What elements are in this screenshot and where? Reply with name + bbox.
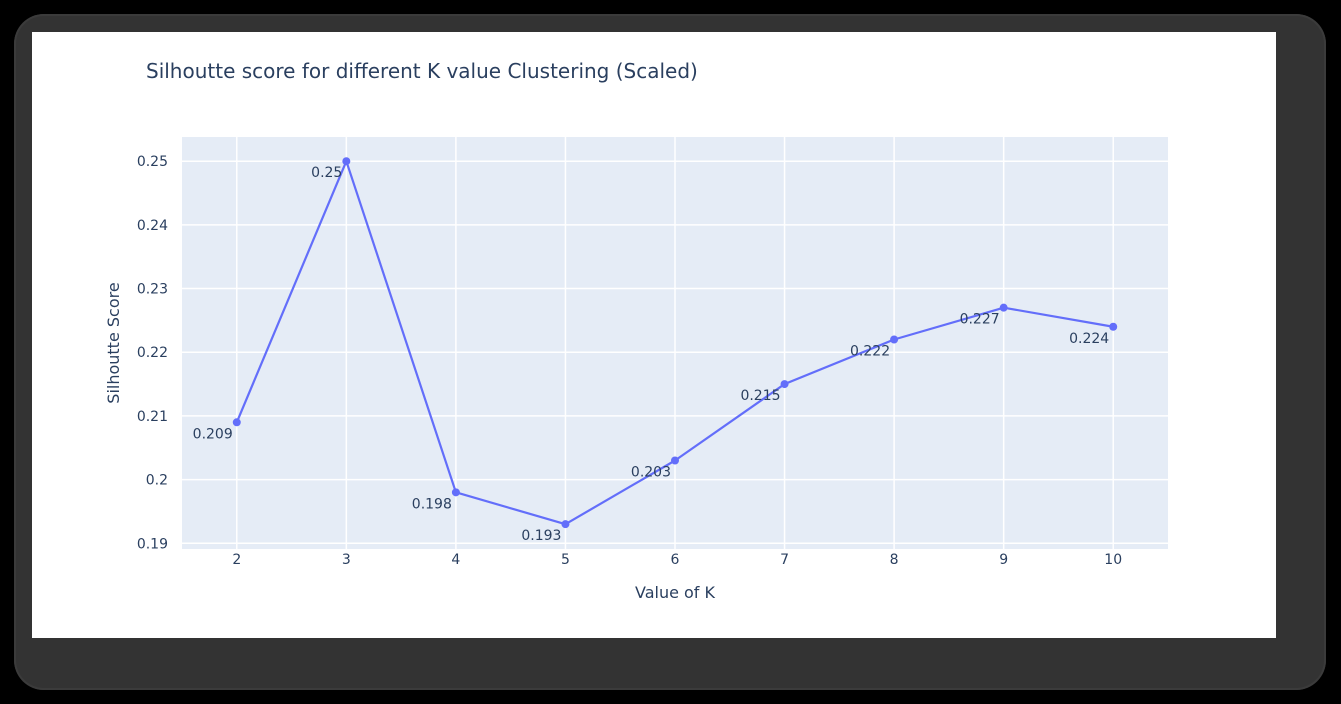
x-tick-label: 10 [1104,552,1122,568]
x-tick-label: 5 [561,552,570,568]
data-point-label: 0.209 [193,426,233,442]
data-point-marker [451,488,460,497]
data-point-label: 0.203 [631,464,671,480]
y-tick-labels: 0.19 0.2 0.21 0.22 0.23 0.24 0.25 [137,154,168,552]
chart-title: Silhoutte score for different K value Cl… [146,59,698,83]
x-tick-labels: 2 3 4 5 6 7 8 9 10 [232,552,1122,568]
data-point-label: 0.224 [1069,331,1109,347]
x-gridlines [236,137,1114,549]
data-markers [232,157,1118,529]
x-tick-label: 4 [451,552,460,568]
y-tick-label: 0.23 [137,282,168,298]
data-point-marker [1109,322,1118,331]
x-axis-title: Value of K [635,583,716,602]
data-point-marker [780,380,789,389]
y-tick-label: 0.25 [137,154,168,170]
data-point-label: 0.227 [960,312,1000,328]
data-point-label: 0.198 [412,496,452,512]
data-point-marker [561,520,570,529]
data-labels: 0.209 0.25 0.198 0.193 0.203 0.215 0.222 0.227 0… [193,165,1110,544]
data-point-label: 0.222 [850,343,890,359]
x-tick-label: 7 [780,552,789,568]
y-axis-title: Silhoutte Score [104,282,123,403]
x-tick-label: 3 [342,552,351,568]
x-tick-label: 9 [999,552,1008,568]
y-tick-label: 0.21 [137,409,168,425]
data-point-marker [999,303,1008,312]
data-point-marker [671,456,679,465]
y-tick-label: 0.22 [137,345,168,361]
y-tick-label: 0.19 [137,536,168,552]
data-point-marker [890,335,899,344]
data-point-marker [232,418,241,427]
x-tick-label: 6 [671,552,680,568]
x-tick-label: 8 [890,552,899,568]
x-tick-label: 2 [232,552,241,568]
data-point-label: 0.215 [740,388,780,404]
data-point-label: 0.25 [311,165,342,181]
data-point-label: 0.193 [521,528,561,544]
y-tick-label: 0.2 [146,473,168,489]
data-point-marker [342,157,351,166]
y-tick-label: 0.24 [137,218,168,234]
